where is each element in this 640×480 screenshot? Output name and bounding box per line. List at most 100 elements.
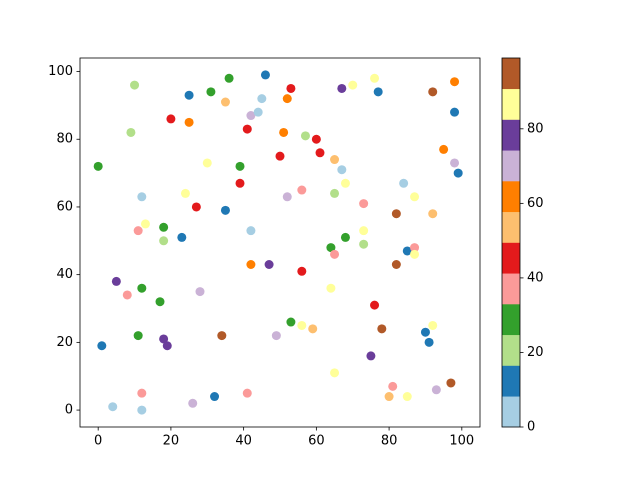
point [330, 368, 340, 378]
point [220, 97, 230, 107]
point [315, 148, 325, 158]
colorbar-tick-label: 20 [527, 345, 544, 360]
x-tick-label: 20 [163, 434, 180, 449]
point [188, 398, 198, 408]
y-tick-label: 80 [56, 132, 73, 147]
colorbar-tick-label: 60 [527, 196, 544, 211]
point [210, 392, 220, 402]
point [137, 283, 147, 293]
point [330, 249, 340, 259]
point [282, 94, 292, 104]
point [257, 94, 267, 104]
colorbar-band [502, 242, 520, 274]
point [130, 80, 140, 90]
point [126, 127, 136, 137]
colorbar-band [502, 273, 520, 305]
point [133, 331, 143, 341]
point [297, 185, 307, 195]
point [359, 239, 369, 249]
point [391, 260, 401, 270]
point [93, 161, 103, 171]
point [420, 327, 430, 337]
point [133, 226, 143, 236]
point [359, 226, 369, 236]
point [220, 205, 230, 215]
point [326, 283, 336, 293]
point [155, 297, 165, 307]
point [246, 226, 256, 236]
point [424, 337, 434, 347]
point [446, 378, 456, 388]
point [450, 77, 460, 87]
colorbar-band [502, 181, 520, 213]
point [271, 331, 281, 341]
x-tick-label: 60 [308, 434, 325, 449]
point [235, 161, 245, 171]
point [388, 381, 398, 391]
point [337, 165, 347, 175]
y-tick-label: 60 [56, 199, 73, 214]
point [377, 324, 387, 334]
point [137, 388, 147, 398]
colorbar-band [502, 150, 520, 182]
point [191, 202, 201, 212]
point [166, 114, 176, 124]
point [279, 127, 289, 137]
point [217, 331, 227, 341]
point [253, 107, 263, 117]
point [326, 243, 336, 253]
colorbar-band [502, 365, 520, 397]
point [297, 320, 307, 330]
x-tick-label: 100 [449, 434, 474, 449]
point [308, 324, 318, 334]
point [410, 243, 420, 253]
point [453, 168, 463, 178]
colorbar-band [502, 211, 520, 243]
colorbar-tick-label: 40 [527, 270, 544, 285]
point [159, 222, 169, 232]
point [286, 317, 296, 327]
point [180, 188, 190, 198]
point [311, 134, 321, 144]
point [337, 83, 347, 93]
point [195, 287, 205, 297]
colorbar-band [502, 58, 520, 90]
point [159, 334, 169, 344]
colorbar-band [502, 119, 520, 151]
point [184, 90, 194, 100]
colorbar-frame [501, 57, 521, 428]
point [242, 388, 252, 398]
point [206, 87, 216, 97]
point [162, 341, 172, 351]
point [428, 209, 438, 219]
colorbar-band [502, 334, 520, 366]
point [366, 351, 376, 361]
point [260, 70, 270, 80]
colorbar-band [502, 88, 520, 120]
plot-frame [79, 57, 481, 428]
colorbar-band [502, 396, 520, 428]
point [428, 320, 438, 330]
point [159, 236, 169, 246]
colorbar-band [502, 304, 520, 336]
point [399, 178, 409, 188]
point [246, 111, 256, 121]
point [111, 276, 121, 286]
point [264, 260, 274, 270]
point [330, 188, 340, 198]
point [184, 117, 194, 127]
point [286, 83, 296, 93]
point [300, 131, 310, 141]
x-tick-label: 40 [235, 434, 252, 449]
y-tick-label: 0 [65, 403, 73, 418]
point [391, 209, 401, 219]
point [402, 392, 412, 402]
point [340, 232, 350, 242]
point [235, 178, 245, 188]
point [282, 192, 292, 202]
point [297, 266, 307, 276]
colorbar-tick-label: 0 [527, 420, 535, 435]
point [370, 73, 380, 83]
point [224, 73, 234, 83]
